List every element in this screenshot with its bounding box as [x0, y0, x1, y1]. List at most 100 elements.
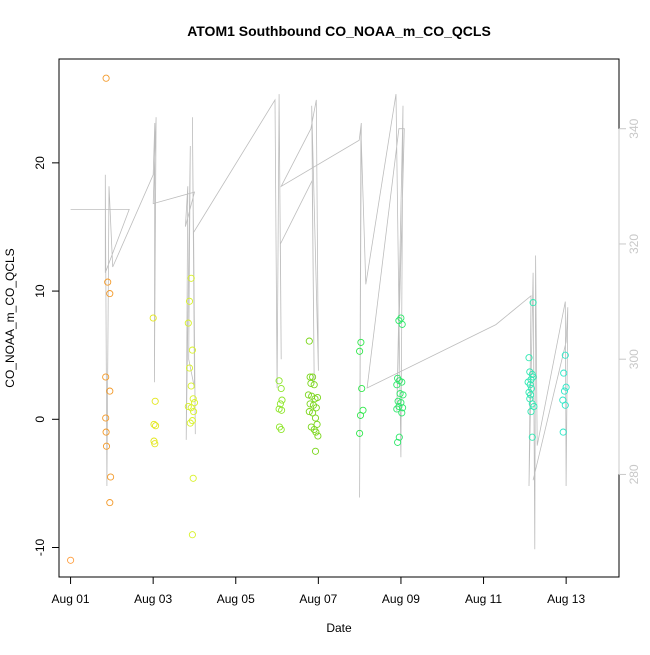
- data-point: [187, 404, 195, 412]
- data-point: [562, 383, 570, 391]
- data-point: [275, 377, 283, 385]
- data-point: [149, 314, 157, 322]
- secondary-y-tick-label: 340: [627, 118, 641, 138]
- data-point: [185, 364, 194, 372]
- data-point: [189, 395, 197, 403]
- data-point: [395, 402, 403, 411]
- x-tick-label: Aug 09: [382, 592, 420, 606]
- data-point: [528, 433, 536, 441]
- series-3: [149, 314, 160, 448]
- data-point: [102, 74, 110, 82]
- data-point: [529, 373, 537, 381]
- data-point: [106, 499, 114, 507]
- data-point: [525, 354, 533, 362]
- series-5: [275, 377, 286, 434]
- data-point: [356, 411, 365, 419]
- data-point: [189, 474, 197, 482]
- x-tick-label: Aug 01: [52, 592, 90, 606]
- secondary-y-tick-label: 320: [627, 234, 641, 254]
- data-point: [313, 393, 322, 402]
- data-point: [151, 397, 159, 405]
- data-point: [106, 387, 114, 395]
- data-point: [188, 531, 196, 539]
- data-point: [102, 428, 110, 436]
- series-9: [524, 299, 538, 441]
- data-point: [104, 278, 112, 286]
- data-point: [357, 338, 365, 346]
- x-tick-label: Aug 07: [299, 592, 337, 606]
- data-point: [187, 274, 195, 282]
- data-point: [184, 319, 192, 327]
- data-point: [190, 408, 198, 416]
- data-point: [187, 382, 195, 390]
- data-point: [67, 556, 75, 564]
- chart-title: ATOM1 Southbound CO_NOAA_m_CO_QCLS: [187, 23, 491, 39]
- series-7: [356, 338, 367, 437]
- series-1: [67, 556, 75, 564]
- data-point: [398, 320, 406, 328]
- data-point: [151, 440, 159, 448]
- data-point: [526, 381, 534, 389]
- data-point: [560, 387, 569, 395]
- data-point: [107, 473, 115, 481]
- y-axis: -10 0 10 20: [33, 156, 60, 557]
- data-point: [526, 368, 534, 376]
- y-tick-label: -10: [33, 539, 47, 557]
- data-point: [106, 290, 114, 298]
- data-point: [278, 396, 286, 404]
- data-point: [394, 438, 402, 446]
- data-point: [561, 351, 569, 359]
- y-tick-label: 20: [33, 156, 47, 170]
- x-axis-label: Date: [326, 621, 352, 635]
- data-point: [560, 369, 568, 377]
- data-point: [309, 373, 317, 381]
- series-2: [102, 74, 115, 507]
- data-point: [305, 337, 313, 345]
- data-point: [527, 408, 535, 416]
- series-6: [304, 337, 322, 455]
- data-point: [305, 408, 313, 416]
- data-point: [310, 381, 318, 389]
- data-point: [356, 347, 364, 355]
- data-point: [185, 297, 194, 305]
- data-point: [312, 404, 320, 412]
- data-point: [102, 373, 110, 381]
- data-point: [188, 417, 196, 425]
- data-point: [397, 399, 405, 407]
- data-point: [312, 428, 320, 436]
- data-point: [529, 299, 537, 307]
- data-point: [311, 414, 320, 422]
- data-point: [307, 379, 315, 387]
- y-tick-label: 10: [33, 284, 47, 298]
- data-point: [102, 414, 110, 422]
- y-tick-label: 0: [33, 416, 47, 423]
- data-point: [277, 425, 285, 434]
- data-point: [311, 447, 320, 455]
- data-point: [559, 428, 567, 436]
- secondary-y-axis: 280 300 320 340: [618, 118, 641, 484]
- data-point: [356, 429, 364, 437]
- data-point: [398, 409, 406, 417]
- x-axis: Aug 01 Aug 03 Aug 05 Aug 07 Aug 09 Aug 11 Aug …: [52, 576, 585, 606]
- data-point: [277, 384, 285, 393]
- data-point: [190, 399, 199, 407]
- x-tick-label: Aug 11: [465, 592, 502, 606]
- series-10: [559, 351, 570, 436]
- y-axis-label: CO_NOAA_m_CO_QCLS: [3, 248, 17, 387]
- data-point: [306, 400, 314, 408]
- data-point: [186, 419, 194, 427]
- series-4: [184, 274, 199, 539]
- data-point: [393, 405, 401, 413]
- data-point: [399, 391, 407, 399]
- x-tick-label: Aug 05: [217, 592, 255, 606]
- data-point: [393, 381, 401, 389]
- data-point: [527, 391, 535, 399]
- data-point: [561, 401, 569, 409]
- x-tick-label: Aug 13: [547, 592, 585, 606]
- data-points-layer: [67, 74, 570, 564]
- data-point: [152, 422, 160, 430]
- data-point: [358, 384, 366, 393]
